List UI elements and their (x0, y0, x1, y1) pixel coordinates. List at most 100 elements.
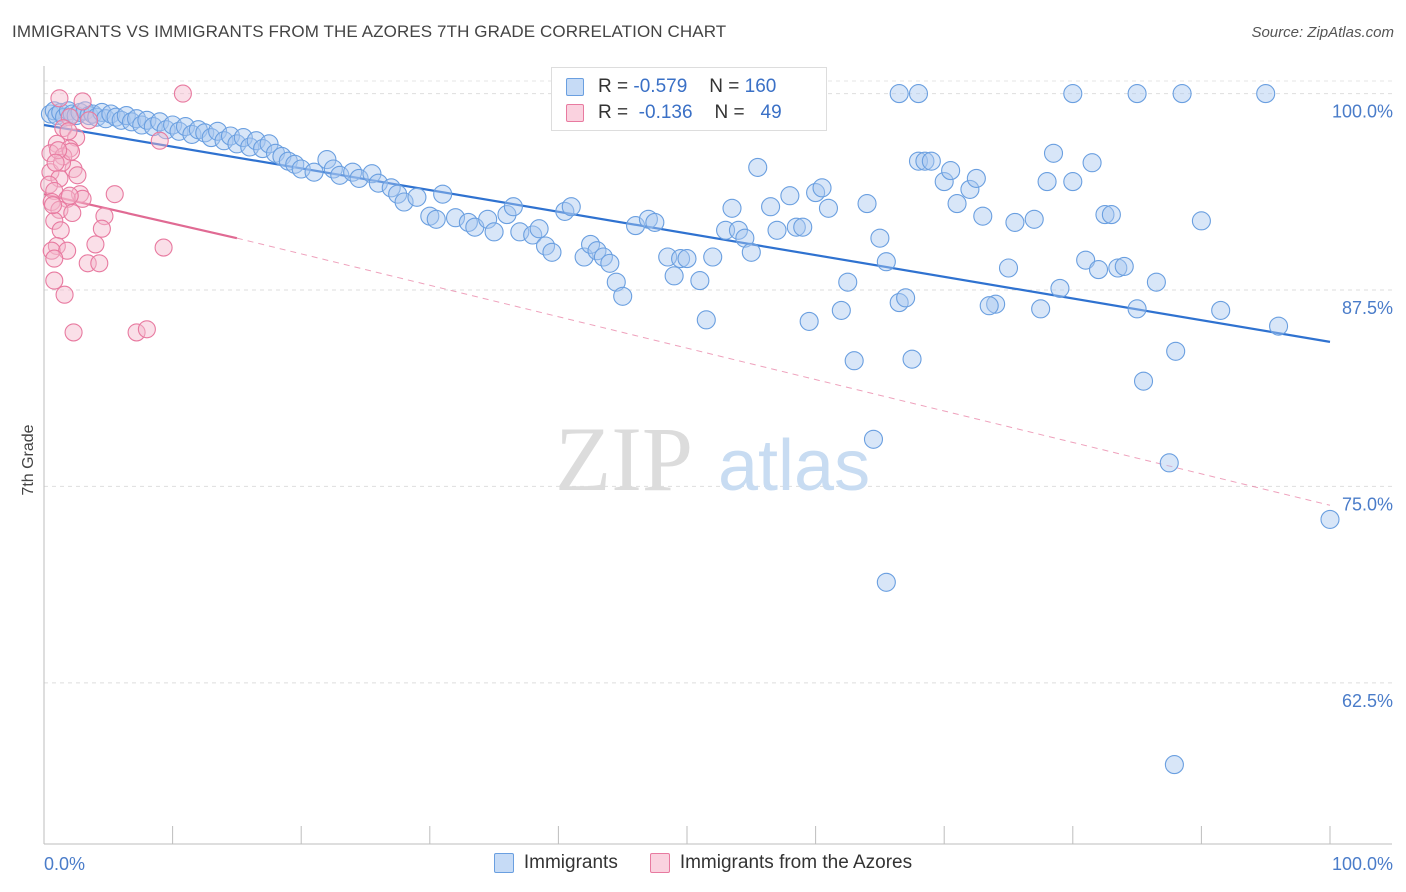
point-immigrants (1211, 300, 1231, 320)
point-immigrants (484, 222, 504, 242)
legend-swatch-immigrants (493, 853, 514, 873)
point-immigrants (1082, 153, 1102, 173)
legend-label-azores: Immigrants from the Azores (679, 852, 913, 873)
axes (43, 66, 1392, 845)
point-azores (173, 84, 192, 103)
watermark-atlas: atlas (718, 426, 870, 506)
point-immigrants (645, 212, 665, 232)
point-immigrants (1005, 212, 1025, 232)
legend-row-immigrants: R = -0.579 N = 160 (566, 75, 776, 99)
point-azores (90, 254, 109, 273)
point-immigrants (1108, 258, 1128, 278)
point-immigrants (857, 194, 877, 214)
point-immigrants (1050, 278, 1070, 298)
point-immigrants (818, 198, 839, 218)
point-azores (60, 108, 79, 127)
point-immigrants (1031, 299, 1051, 319)
point-azores (43, 196, 63, 215)
point-immigrants (259, 134, 279, 154)
point-immigrants (889, 84, 909, 104)
point-immigrants (304, 162, 324, 182)
point-immigrants (1063, 172, 1083, 192)
point-immigrants (915, 151, 935, 171)
point-immigrants (1146, 272, 1166, 292)
legend-r-value: -0.579 (633, 76, 688, 97)
point-azores (154, 238, 173, 257)
point-immigrants (831, 300, 851, 320)
point-immigrants (767, 220, 787, 240)
point-immigrants (1043, 143, 1064, 163)
point-immigrants (799, 311, 819, 331)
point-immigrants (1127, 84, 1147, 104)
point-immigrants (1133, 371, 1154, 391)
point-immigrants (1159, 453, 1179, 473)
point-immigrants (1191, 211, 1211, 231)
point-immigrants (1114, 256, 1134, 276)
data-points (40, 84, 1340, 775)
x-tick-label: 0.0% (44, 854, 85, 874)
point-immigrants (902, 349, 922, 369)
point-immigrants (722, 198, 742, 218)
point-azores (79, 111, 99, 130)
trend-line-immigrants (43, 123, 1331, 343)
point-immigrants (998, 258, 1019, 278)
point-immigrants (696, 310, 716, 330)
point-immigrants (728, 220, 748, 240)
point-immigrants (876, 572, 896, 592)
point-immigrants (1166, 341, 1186, 361)
chart-source: Source: ZipAtlas.com (1251, 24, 1394, 41)
point-azores (59, 122, 78, 141)
legend-n-label: N = (709, 76, 740, 97)
point-immigrants (208, 121, 228, 141)
point-immigrants (600, 253, 620, 273)
point-immigrants (1076, 250, 1096, 270)
point-azores (51, 221, 70, 240)
point-immigrants (908, 84, 929, 104)
point-immigrants (941, 161, 961, 181)
legend-n-value: 49 (760, 102, 782, 123)
legend-r-label: R = (598, 76, 629, 97)
point-immigrants (388, 184, 408, 204)
point-immigrants (973, 206, 993, 226)
point-immigrants (368, 173, 388, 193)
point-immigrants (407, 187, 427, 207)
point-immigrants (812, 178, 832, 198)
point-azores (137, 320, 156, 339)
point-azores (127, 323, 146, 342)
point-azores (45, 249, 64, 268)
point-immigrants (863, 429, 884, 449)
point-immigrants (1127, 299, 1147, 319)
point-immigrants (1101, 205, 1121, 225)
point-immigrants (844, 351, 864, 371)
point-immigrants (1164, 755, 1184, 775)
point-immigrants (1088, 260, 1109, 280)
point-immigrants (921, 151, 941, 171)
legend-r-label: R = (598, 102, 629, 123)
point-immigrants (703, 247, 723, 267)
point-immigrants (748, 157, 768, 177)
watermark: ZIP atlas (555, 408, 870, 510)
point-immigrants (786, 217, 806, 237)
y-tick-label: 75.0% (1342, 494, 1393, 514)
point-immigrants (986, 294, 1006, 314)
point-immigrants (671, 249, 691, 269)
point-immigrants (1320, 509, 1340, 529)
point-immigrants (106, 107, 126, 127)
legend-item-azores: Immigrants from the Azores (649, 852, 913, 874)
point-immigrants (503, 197, 523, 217)
point-azores (45, 271, 64, 290)
point-immigrants (101, 104, 121, 124)
point-immigrants (349, 168, 369, 188)
y-tick-label: 87.5% (1342, 298, 1393, 318)
point-immigrants (317, 150, 337, 170)
point-immigrants (735, 228, 755, 248)
point-immigrants (561, 197, 581, 217)
point-immigrants (606, 272, 626, 292)
point-immigrants (426, 209, 446, 229)
legend-n-value: 160 (744, 76, 777, 97)
point-azores (64, 323, 83, 342)
point-azores (86, 235, 105, 254)
point-immigrants (478, 209, 498, 229)
y-axis-label: 7th Grade (20, 424, 37, 495)
watermark-zip: ZIP (555, 408, 693, 510)
